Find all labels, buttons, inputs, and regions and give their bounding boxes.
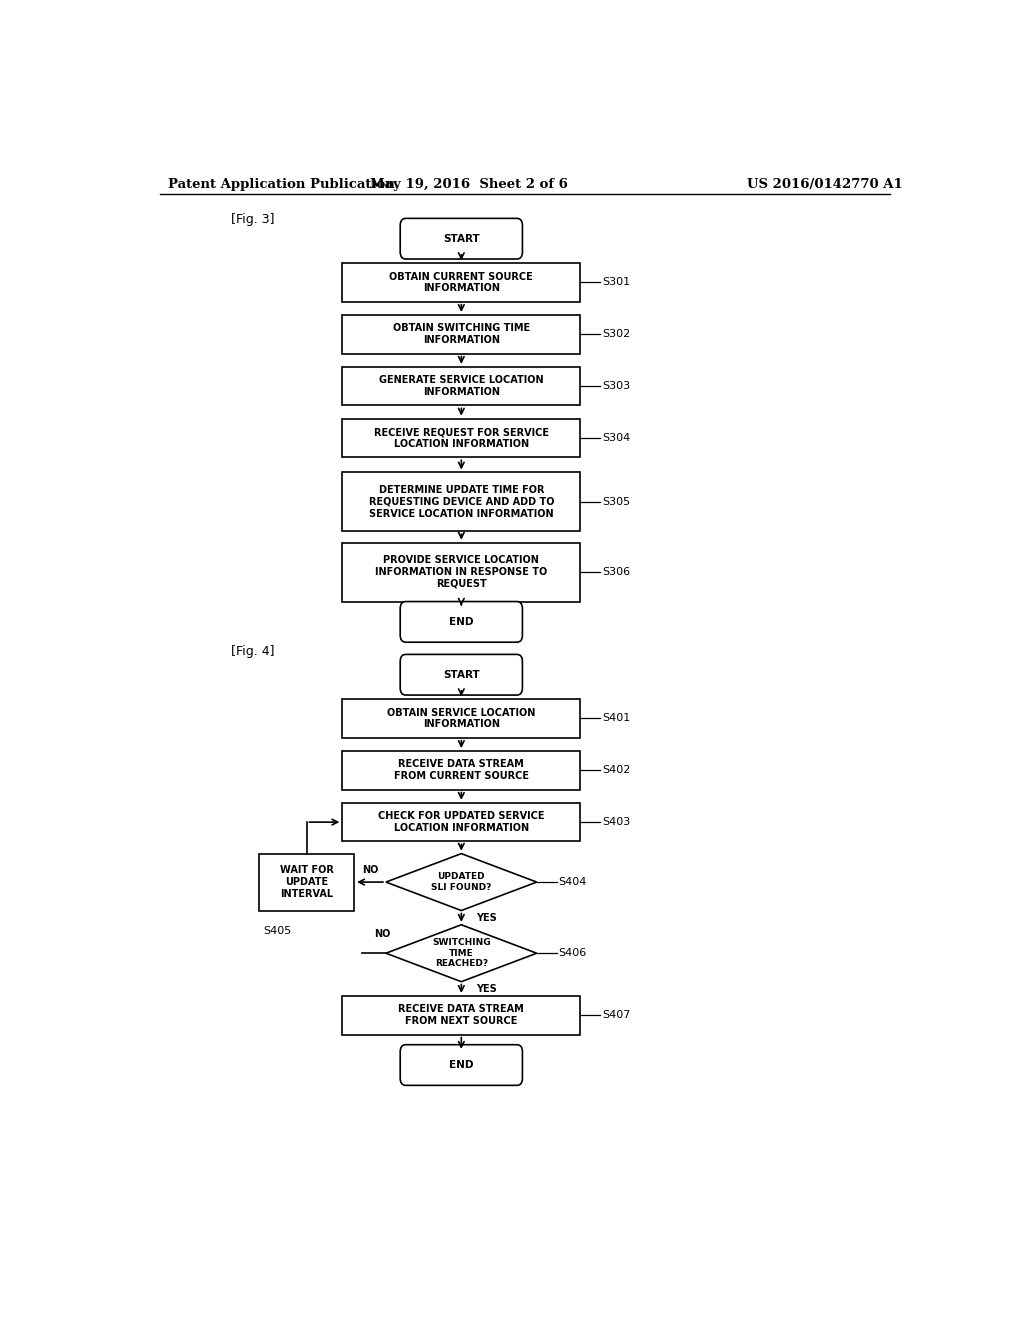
Text: OBTAIN SWITCHING TIME
INFORMATION: OBTAIN SWITCHING TIME INFORMATION [393, 323, 529, 345]
Bar [342, 543, 581, 602]
Text: Patent Application Publication: Patent Application Publication [168, 178, 394, 191]
Text: DETERMINE UPDATE TIME FOR
REQUESTING DEVICE AND ADD TO
SERVICE LOCATION INFORMAT: DETERMINE UPDATE TIME FOR REQUESTING DEV… [369, 486, 554, 519]
Text: CHECK FOR UPDATED SERVICE
LOCATION INFORMATION: CHECK FOR UPDATED SERVICE LOCATION INFOR… [378, 812, 545, 833]
Text: UPDATED
SLI FOUND?: UPDATED SLI FOUND? [431, 873, 492, 892]
Text: [Fig. 4]: [Fig. 4] [231, 645, 274, 657]
Bar [342, 263, 581, 302]
Bar [342, 367, 581, 405]
Text: PROVIDE SERVICE LOCATION
INFORMATION IN RESPONSE TO
REQUEST: PROVIDE SERVICE LOCATION INFORMATION IN … [375, 556, 548, 589]
Bar [342, 418, 581, 457]
Text: S302: S302 [602, 329, 630, 339]
Text: S403: S403 [602, 817, 630, 828]
Text: NO: NO [361, 865, 378, 875]
Text: S304: S304 [602, 433, 630, 444]
Text: OBTAIN SERVICE LOCATION
INFORMATION: OBTAIN SERVICE LOCATION INFORMATION [387, 708, 536, 729]
Bar [342, 700, 581, 738]
Text: RECEIVE DATA STREAM
FROM NEXT SOURCE: RECEIVE DATA STREAM FROM NEXT SOURCE [398, 1005, 524, 1026]
Bar [342, 315, 581, 354]
Polygon shape [386, 854, 537, 911]
Text: YES: YES [475, 912, 497, 923]
Text: WAIT FOR
UPDATE
INTERVAL: WAIT FOR UPDATE INTERVAL [280, 866, 334, 899]
Text: S303: S303 [602, 381, 630, 391]
Text: S305: S305 [602, 496, 630, 507]
Text: OBTAIN CURRENT SOURCE
INFORMATION: OBTAIN CURRENT SOURCE INFORMATION [389, 272, 534, 293]
Text: S405: S405 [263, 925, 291, 936]
Text: [Fig. 3]: [Fig. 3] [231, 213, 274, 226]
Text: END: END [450, 616, 473, 627]
Text: RECEIVE REQUEST FOR SERVICE
LOCATION INFORMATION: RECEIVE REQUEST FOR SERVICE LOCATION INF… [374, 428, 549, 449]
Text: US 2016/0142770 A1: US 2016/0142770 A1 [748, 178, 903, 191]
Text: START: START [443, 234, 479, 244]
Text: S404: S404 [558, 876, 587, 887]
Bar [342, 751, 581, 789]
Bar [342, 473, 581, 532]
Text: S306: S306 [602, 568, 630, 577]
Text: START: START [443, 669, 479, 680]
FancyBboxPatch shape [400, 655, 522, 696]
Text: S402: S402 [602, 766, 630, 775]
Bar [342, 803, 581, 841]
FancyBboxPatch shape [400, 1044, 522, 1085]
Text: NO: NO [374, 929, 390, 939]
Bar [342, 995, 581, 1035]
Text: GENERATE SERVICE LOCATION
INFORMATION: GENERATE SERVICE LOCATION INFORMATION [379, 375, 544, 397]
FancyBboxPatch shape [400, 602, 522, 643]
Polygon shape [386, 925, 537, 982]
Text: May 19, 2016  Sheet 2 of 6: May 19, 2016 Sheet 2 of 6 [371, 178, 568, 191]
Text: S407: S407 [602, 1010, 630, 1020]
Text: RECEIVE DATA STREAM
FROM CURRENT SOURCE: RECEIVE DATA STREAM FROM CURRENT SOURCE [394, 759, 528, 781]
Text: END: END [450, 1060, 473, 1071]
Text: S406: S406 [558, 948, 587, 958]
Bar [259, 854, 354, 911]
Text: S401: S401 [602, 713, 630, 723]
Text: S301: S301 [602, 277, 630, 288]
FancyBboxPatch shape [400, 218, 522, 259]
Text: YES: YES [475, 983, 497, 994]
Text: SWITCHING
TIME
REACHED?: SWITCHING TIME REACHED? [432, 939, 490, 968]
